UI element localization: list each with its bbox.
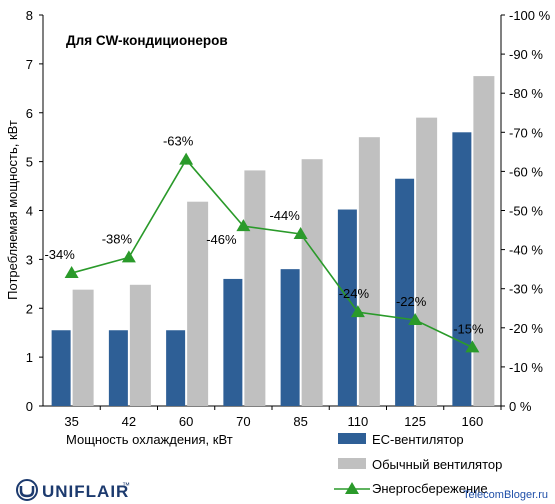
bar-ec bbox=[51, 330, 71, 406]
y2-tick-label: -80 % bbox=[509, 86, 543, 101]
y-tick-label: 6 bbox=[26, 106, 33, 121]
savings-data-label: -22% bbox=[396, 294, 427, 309]
chart-title: Для CW-кондиционеров bbox=[66, 33, 228, 48]
bar-ec bbox=[166, 330, 186, 406]
savings-marker bbox=[465, 340, 480, 353]
x-tick-label: 70 bbox=[236, 414, 250, 429]
y-axis-title: Потребляемая мощность, кВт bbox=[5, 120, 20, 300]
y2-tick-label: -30 % bbox=[509, 282, 543, 297]
legend-label-savings: Энергосбережение bbox=[372, 481, 488, 496]
y-tick-label: 1 bbox=[26, 350, 33, 365]
bar-normal bbox=[416, 117, 438, 406]
x-tick-label: 110 bbox=[348, 414, 369, 429]
y-tick-label: 4 bbox=[26, 204, 33, 219]
savings-data-label: -15% bbox=[453, 321, 484, 336]
x-tick-label: 35 bbox=[64, 414, 78, 429]
y2-tick-label: -70 % bbox=[509, 125, 543, 140]
savings-marker bbox=[350, 305, 365, 318]
legend-swatch-savings-marker bbox=[345, 482, 359, 494]
y2-tick-label: -40 % bbox=[509, 243, 543, 258]
legend-label-ec: ЕС-вентилятор bbox=[372, 432, 464, 447]
savings-marker bbox=[179, 152, 194, 165]
y2-tick-label: -90 % bbox=[509, 47, 543, 62]
bar-ec bbox=[452, 132, 472, 407]
bar-normal bbox=[187, 201, 209, 406]
savings-marker bbox=[408, 312, 423, 325]
x-tick-label: 60 bbox=[179, 414, 193, 429]
y-tick-label: 7 bbox=[26, 57, 33, 72]
bar-ec bbox=[108, 330, 128, 406]
y2-tick-label: -50 % bbox=[509, 204, 543, 219]
x-tick-label: 160 bbox=[462, 414, 484, 429]
y2-tick-label: -10 % bbox=[509, 360, 543, 375]
y2-tick-label: -60 % bbox=[509, 164, 543, 179]
bar-ec bbox=[395, 178, 415, 406]
bar-ec bbox=[337, 209, 357, 406]
savings-data-label: -24% bbox=[339, 286, 370, 301]
legend-label-normal: Обычный вентилятор bbox=[372, 457, 502, 472]
y-tick-label: 0 bbox=[26, 399, 33, 414]
bar-normal bbox=[72, 289, 94, 406]
bar-normal bbox=[358, 137, 380, 406]
bar-ec bbox=[280, 269, 300, 406]
legend-swatch-ec bbox=[338, 433, 366, 444]
savings-marker bbox=[293, 226, 308, 239]
savings-line bbox=[71, 158, 473, 349]
x-tick-label: 42 bbox=[122, 414, 136, 429]
savings-data-label: -34% bbox=[44, 247, 75, 262]
plot-area: 0 1 2 3 4 5 6 7 8 0 % -10 % -20 % -30 % -40 % -50 % -60… bbox=[26, 8, 551, 429]
bar-normal bbox=[473, 76, 495, 406]
y-tick-label: 5 bbox=[26, 155, 33, 170]
y2-tick-label: -20 % bbox=[509, 321, 543, 336]
savings-marker bbox=[236, 219, 251, 232]
savings-data-label: -44% bbox=[269, 208, 300, 223]
uniflair-logo: UNIFLAIR ™ bbox=[16, 479, 130, 501]
bar-normal bbox=[129, 284, 151, 406]
y-tick-label: 8 bbox=[26, 8, 33, 23]
y-tick-label: 2 bbox=[26, 301, 33, 316]
legend: ЕС-вентилятор Обычный вентилятор Энергосбе… bbox=[334, 432, 502, 496]
y-tick-label: 3 bbox=[26, 252, 33, 267]
y2-tick-label: 0 % bbox=[509, 399, 532, 414]
savings-marker bbox=[121, 250, 136, 263]
bar-normal bbox=[244, 170, 266, 406]
savings-marker bbox=[64, 266, 79, 279]
x-axis-title: Мощность охлаждения, кВт bbox=[66, 432, 233, 447]
savings-data-label: -63% bbox=[163, 134, 194, 149]
logo-mark: ™ bbox=[122, 481, 130, 490]
x-tick-label: 85 bbox=[293, 414, 307, 429]
bar-normal bbox=[301, 159, 323, 406]
watermark: TelecomBloger.ru bbox=[463, 489, 548, 501]
legend-swatch-normal bbox=[338, 458, 366, 469]
x-tick-label: 125 bbox=[404, 414, 426, 429]
savings-data-label: -38% bbox=[102, 231, 133, 246]
y2-tick-label: -100 % bbox=[509, 8, 551, 23]
bar-ec bbox=[223, 278, 243, 406]
logo-text: UNIFLAIR bbox=[42, 482, 129, 501]
savings-data-label: -46% bbox=[206, 232, 237, 247]
